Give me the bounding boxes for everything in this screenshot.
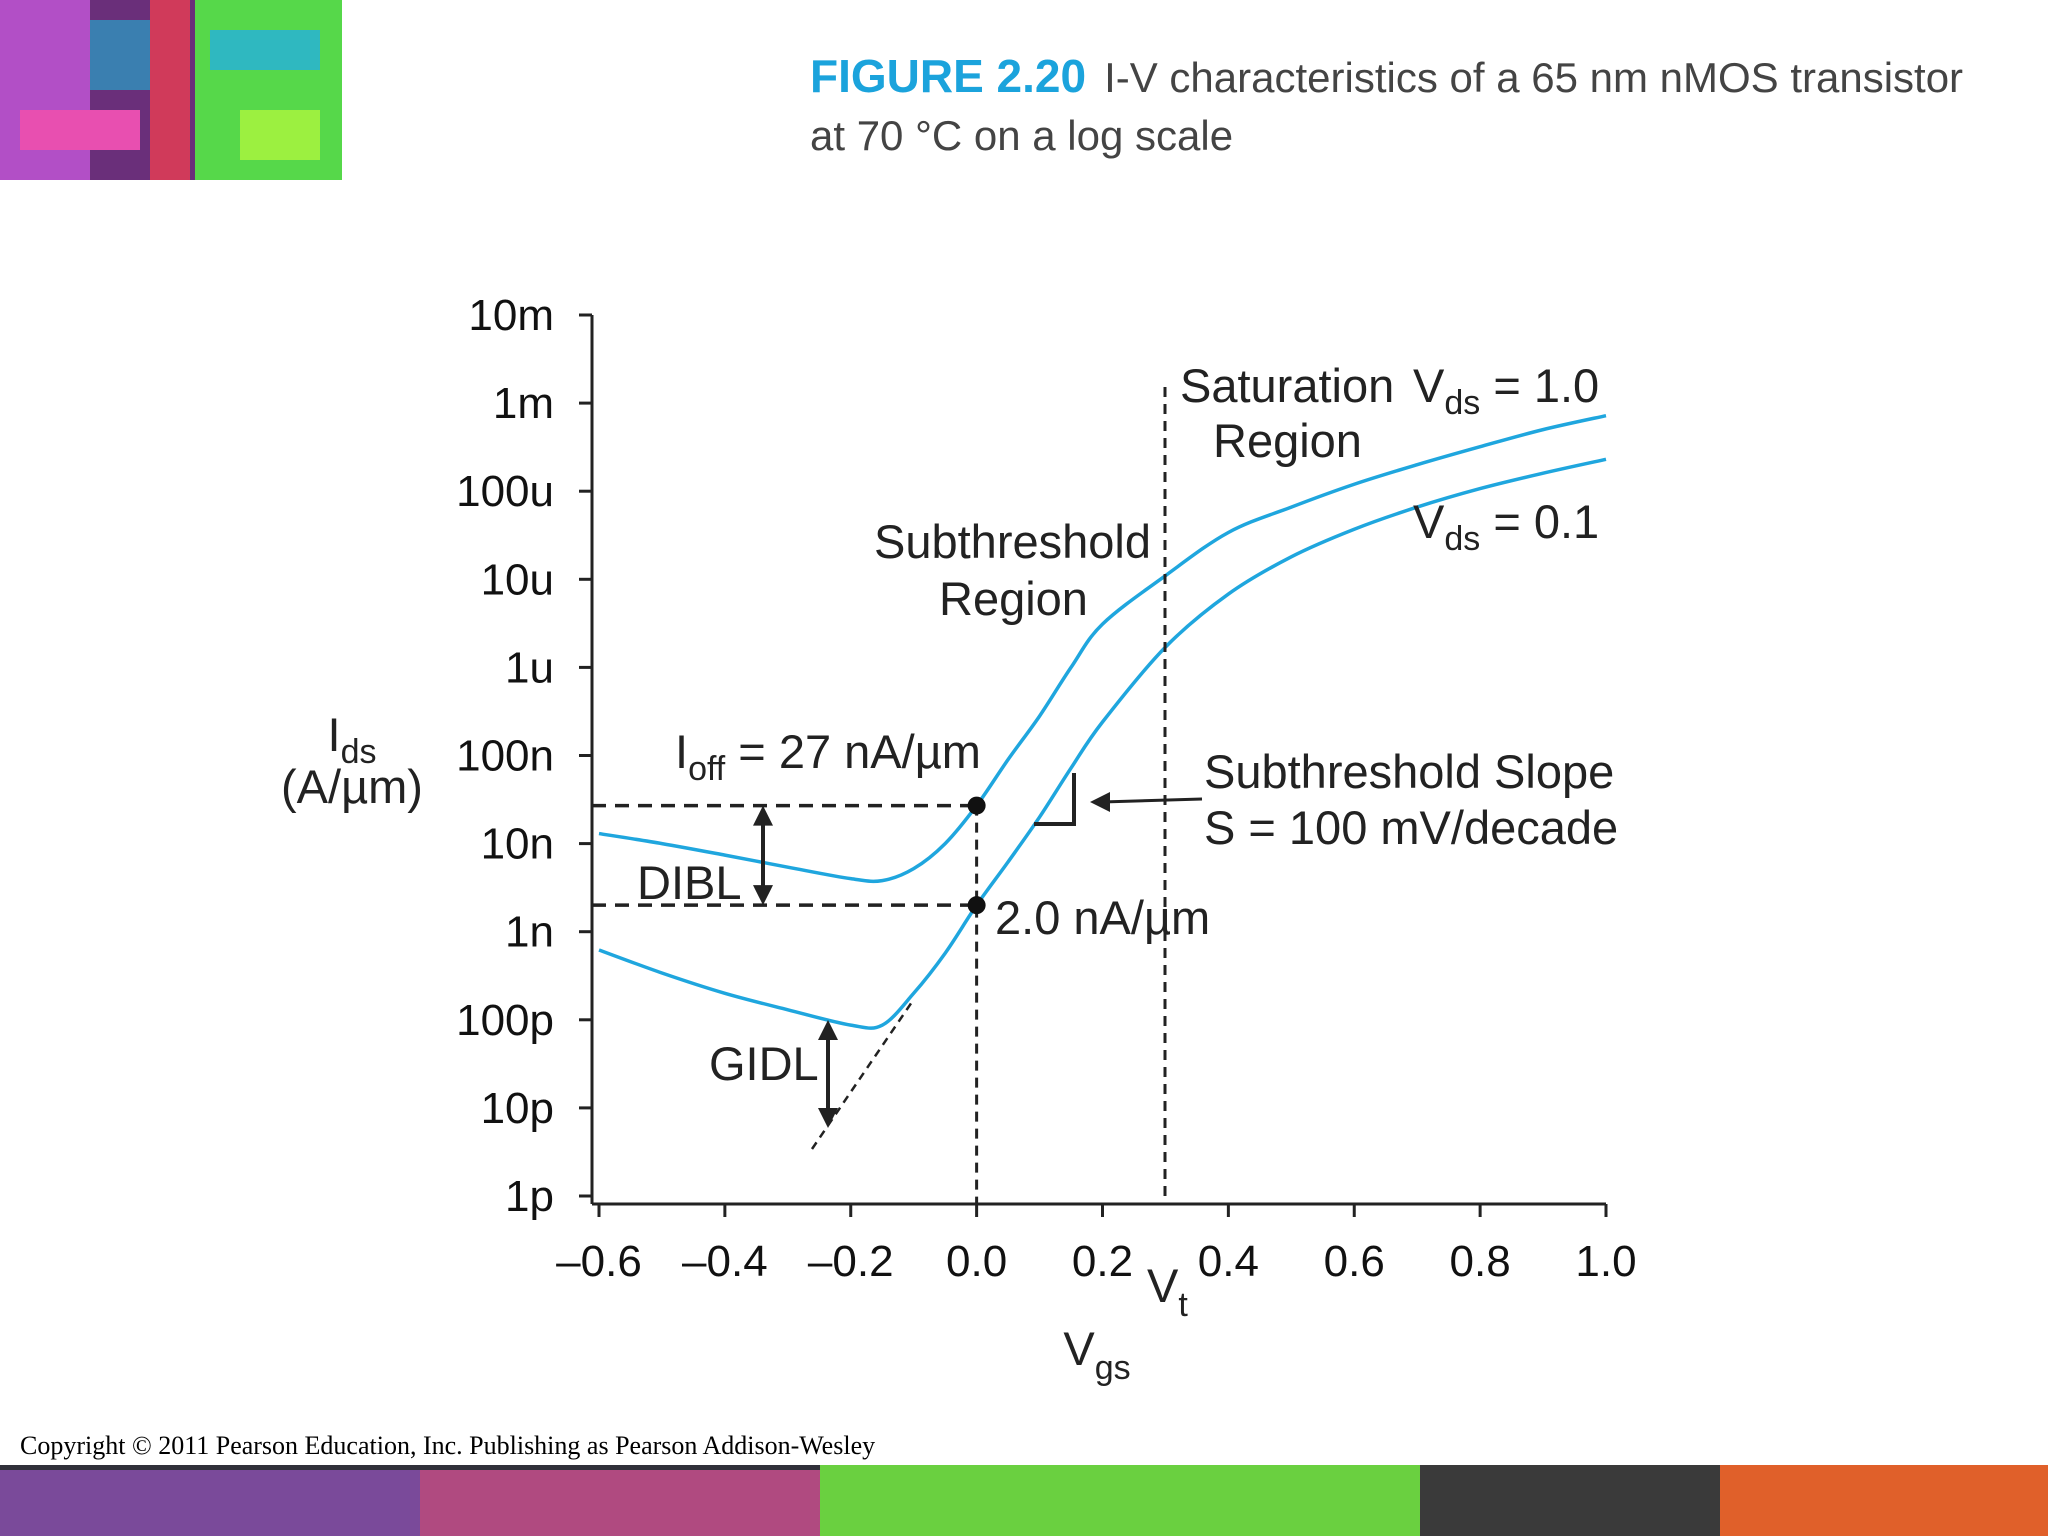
plot: 1p 10p 100p 1n 10n 100n 1u 10u 100u 1m 10m –0.6 –0.4… bbox=[456, 291, 1636, 1286]
x-tick-label: 0.4 bbox=[1198, 1237, 1259, 1286]
y-tick-label: 100p bbox=[456, 996, 554, 1045]
label-part: = 27 nA/µm bbox=[725, 725, 981, 778]
series-line bbox=[598, 457, 1607, 1030]
y-tick-label: 10p bbox=[481, 1084, 554, 1133]
figure-number: FIGURE 2.20 bbox=[810, 50, 1086, 102]
marker bbox=[967, 896, 986, 915]
label-sub: ds bbox=[341, 733, 377, 771]
annotation: Subthreshold bbox=[874, 515, 1151, 568]
y-axis-label: (A/µm) bbox=[281, 760, 423, 813]
slope-triangle bbox=[1034, 773, 1076, 826]
label-part: V bbox=[1063, 1322, 1095, 1375]
y-tick-label: 1m bbox=[493, 379, 554, 428]
label-part: = 1.0 bbox=[1480, 359, 1599, 412]
label-sub: ds bbox=[1444, 384, 1480, 422]
annotation: S = 100 mV/decade bbox=[1204, 801, 1618, 854]
y-tick-label: 10n bbox=[481, 820, 554, 869]
label-sub: t bbox=[1178, 1286, 1188, 1324]
y-tick-label: 100u bbox=[456, 467, 554, 516]
caption: FIGURE 2.20 I-V characteristics of a 65 n… bbox=[810, 50, 1963, 102]
y-tick-label: 100n bbox=[456, 732, 554, 781]
slope-arrow bbox=[1101, 797, 1203, 804]
y-tick-label: 1p bbox=[505, 1172, 554, 1221]
arrowhead bbox=[818, 1108, 838, 1128]
series-line bbox=[598, 413, 1607, 884]
y-axis-label: Ids bbox=[328, 708, 377, 771]
caption-text: at 70 °C on a log scale bbox=[810, 112, 1233, 159]
annotation: Region bbox=[939, 572, 1088, 625]
label-sub: gs bbox=[1095, 1349, 1131, 1387]
annotation: Subthreshold Slope bbox=[1204, 745, 1614, 798]
annotation: Ioff = 27 nA/µm bbox=[675, 725, 981, 788]
annotation: GIDL bbox=[709, 1037, 819, 1090]
label-part: V bbox=[1413, 359, 1445, 412]
decor-top bbox=[0, 0, 342, 180]
caption-text: I-V characteristics of a 65 nm nMOS tran… bbox=[1104, 54, 1963, 101]
y-tick-label: 10u bbox=[481, 555, 554, 604]
x-tick-label: –0.4 bbox=[682, 1237, 768, 1286]
annotation: DIBL bbox=[637, 856, 742, 909]
decor-bottom bbox=[0, 1465, 2048, 1536]
label-part: I bbox=[675, 725, 688, 778]
x-tick-label: –0.6 bbox=[556, 1237, 642, 1286]
label-part: V bbox=[1147, 1259, 1179, 1312]
y-tick-label: 10m bbox=[468, 291, 554, 340]
arrowhead bbox=[753, 885, 773, 906]
copyright: Copyright © 2011 Pearson Education, Inc.… bbox=[20, 1431, 875, 1460]
annotations: Saturation Region Vds = 1.0 Vds = 0.1 Su… bbox=[281, 359, 1618, 1387]
annotation: 2.0 nA/µm bbox=[995, 891, 1210, 944]
x-tick-label: 0.8 bbox=[1450, 1237, 1511, 1286]
annotation: Saturation bbox=[1180, 359, 1394, 412]
label-part: V bbox=[1413, 495, 1445, 548]
arrowhead bbox=[753, 805, 773, 826]
series-label: Vds = 1.0 bbox=[1413, 359, 1599, 422]
annotation: Region bbox=[1213, 414, 1362, 467]
label-part: I bbox=[328, 708, 341, 761]
y-tick-label: 1u bbox=[505, 643, 554, 692]
vt-label: Vt bbox=[1147, 1259, 1188, 1324]
x-axis-label: Vgs bbox=[1063, 1322, 1130, 1387]
x-tick-label: 1.0 bbox=[1575, 1237, 1636, 1286]
arrowhead bbox=[818, 1020, 838, 1040]
x-tick-label: 0.0 bbox=[946, 1237, 1007, 1286]
label-part: = 0.1 bbox=[1480, 495, 1599, 548]
label-sub: ds bbox=[1444, 520, 1480, 558]
marker bbox=[967, 796, 986, 815]
y-tick-label: 1n bbox=[505, 908, 554, 957]
label-sub: off bbox=[688, 750, 726, 788]
series-label: Vds = 0.1 bbox=[1413, 495, 1599, 558]
slope-arrowhead bbox=[1090, 792, 1110, 812]
x-tick-label: 0.2 bbox=[1072, 1237, 1133, 1286]
x-tick-label: 0.6 bbox=[1324, 1237, 1385, 1286]
x-tick-label: –0.2 bbox=[808, 1237, 894, 1286]
